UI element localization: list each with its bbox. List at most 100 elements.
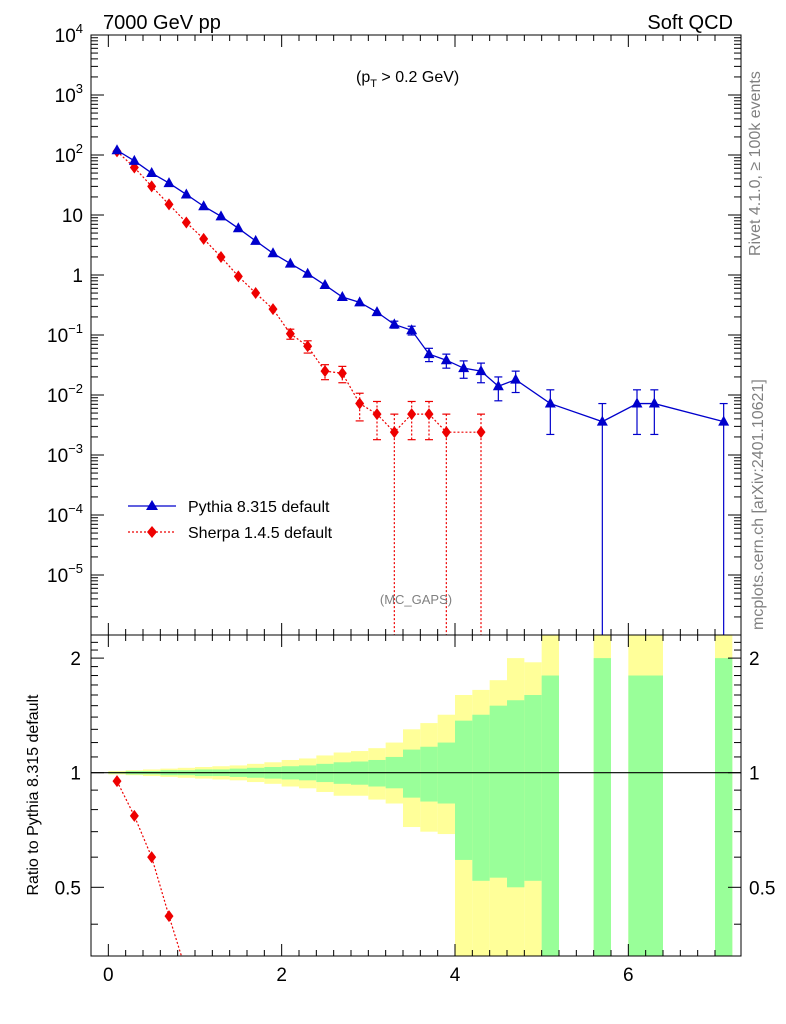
sherpa-point (355, 397, 365, 410)
mcplots-label: mcplots.cern.ch [arXiv:2401.10621] (750, 379, 767, 630)
ratio-band-green (472, 714, 490, 881)
sherpa-point (476, 426, 486, 439)
pythia-point (388, 318, 400, 329)
sherpa-point (164, 198, 174, 211)
pythia-point (284, 257, 296, 268)
sherpa-point (389, 426, 399, 439)
pythia-point (510, 373, 522, 384)
sherpa-point (268, 303, 278, 316)
ratio-band-green (420, 746, 438, 802)
pythia-point (180, 188, 192, 199)
pythia-point (475, 365, 487, 376)
y-tick-label-ratio-left: 0.5 (55, 878, 81, 899)
sherpa-point (147, 180, 157, 193)
sherpa-ratio-line (116, 780, 182, 957)
pythia-point (458, 362, 470, 373)
pythia-point (406, 324, 418, 335)
ratio-band-green (593, 658, 611, 956)
ratio-band-green (455, 720, 473, 860)
y-tick-label-main: 10 (62, 206, 83, 227)
main-axes: 10−5 10−4 10−3 10−2 10−1 1 10 102 103 104 (47, 21, 741, 636)
x-tick-label: 0 (103, 965, 114, 986)
pythia-point (146, 167, 158, 178)
title-left: 7000 GeV pp (103, 12, 221, 34)
sherpa-point (407, 408, 417, 421)
sherpa-ratio-point (129, 809, 139, 822)
y-tick-label-main: 103 (55, 81, 83, 107)
sherpa-point (337, 367, 347, 380)
y-tick-label-ratio-right: 1 (749, 764, 760, 785)
sherpa-point (372, 408, 382, 421)
pythia-point (544, 397, 556, 408)
pythia-point (215, 210, 227, 221)
y-tick-label-ratio-left: 2 (70, 649, 81, 670)
ratio-ylabel: Ratio to Pythia 8.315 default (25, 694, 42, 896)
sherpa-point (441, 426, 451, 439)
pythia-point (232, 222, 244, 233)
rivet-label: Rivet 4.1.0, ≥ 100k events (747, 71, 764, 256)
x-tick-label: 4 (450, 965, 461, 986)
ratio-band-green (715, 658, 733, 956)
pythia-point (648, 397, 660, 408)
pythia-point (336, 290, 348, 301)
cut-label: (pT > 0.2 GeV) (356, 69, 459, 90)
ratio-band-green (541, 675, 559, 956)
y-tick-label-main: 10−2 (47, 381, 83, 407)
ratio-plot-area (91, 635, 741, 957)
legend-pythia-marker (146, 500, 158, 510)
sherpa-point (216, 250, 226, 263)
analysis-label: (MC_GAPS) (380, 592, 452, 607)
ratio-band-green (507, 700, 525, 888)
ratio-band-green (524, 694, 542, 881)
sherpa-point (233, 270, 243, 283)
legend-pythia-label: Pythia 8.315 default (188, 499, 330, 516)
pythia-point (492, 380, 504, 391)
y-tick-label-ratio-right: 0.5 (749, 878, 775, 899)
y-tick-label-main: 102 (55, 141, 83, 167)
sherpa-ratio-point (164, 910, 174, 923)
legend-sherpa-marker (147, 526, 157, 538)
main-plot-area (111, 144, 730, 635)
ratio-band-green (403, 749, 421, 798)
pythia-point (128, 154, 140, 165)
sherpa-ratio-point (147, 851, 157, 864)
pythia-point (250, 234, 262, 245)
y-tick-label-main: 1 (72, 266, 83, 287)
sherpa-point (424, 408, 434, 421)
pythia-point (302, 267, 314, 278)
x-tick-label: 6 (623, 965, 634, 986)
y-tick-label-main: 104 (55, 21, 83, 47)
ratio-band-green (489, 705, 507, 878)
pythia-point (111, 144, 123, 155)
ratio-band-green (628, 675, 663, 956)
legend: Pythia 8.315 default Sherpa 1.4.5 defaul… (128, 499, 333, 542)
sherpa-point (320, 365, 330, 378)
title-right: Soft QCD (647, 12, 733, 34)
pythia-point (596, 415, 608, 426)
pythia-point (440, 354, 452, 365)
main-panel-border (90, 34, 742, 636)
pythia-point (354, 296, 366, 307)
y-tick-label-ratio-left: 1 (70, 764, 81, 785)
pythia-point (423, 348, 435, 359)
pythia-point (371, 306, 383, 317)
sherpa-point (181, 216, 191, 229)
y-tick-label-main: 10−5 (47, 561, 83, 587)
y-tick-label-main: 10−3 (47, 441, 83, 467)
sherpa-point (251, 287, 261, 300)
pythia-point (163, 177, 175, 188)
pythia-point (718, 415, 730, 426)
legend-sherpa-label: Sherpa 1.4.5 default (188, 525, 333, 542)
sherpa-point (199, 232, 209, 245)
sherpa-point (303, 340, 313, 353)
ratio-axes: 0.5 0.5 1 1 2 2 0 2 4 6 (55, 635, 775, 986)
pythia-point (267, 247, 279, 258)
y-tick-label-ratio-right: 2 (749, 649, 760, 670)
y-tick-label-main: 10−1 (47, 321, 83, 347)
pythia-point (319, 279, 331, 290)
y-tick-label-main: 10−4 (47, 501, 83, 527)
sherpa-ratio-point (112, 775, 122, 788)
sherpa-point (285, 327, 295, 340)
x-tick-label: 2 (276, 965, 287, 986)
